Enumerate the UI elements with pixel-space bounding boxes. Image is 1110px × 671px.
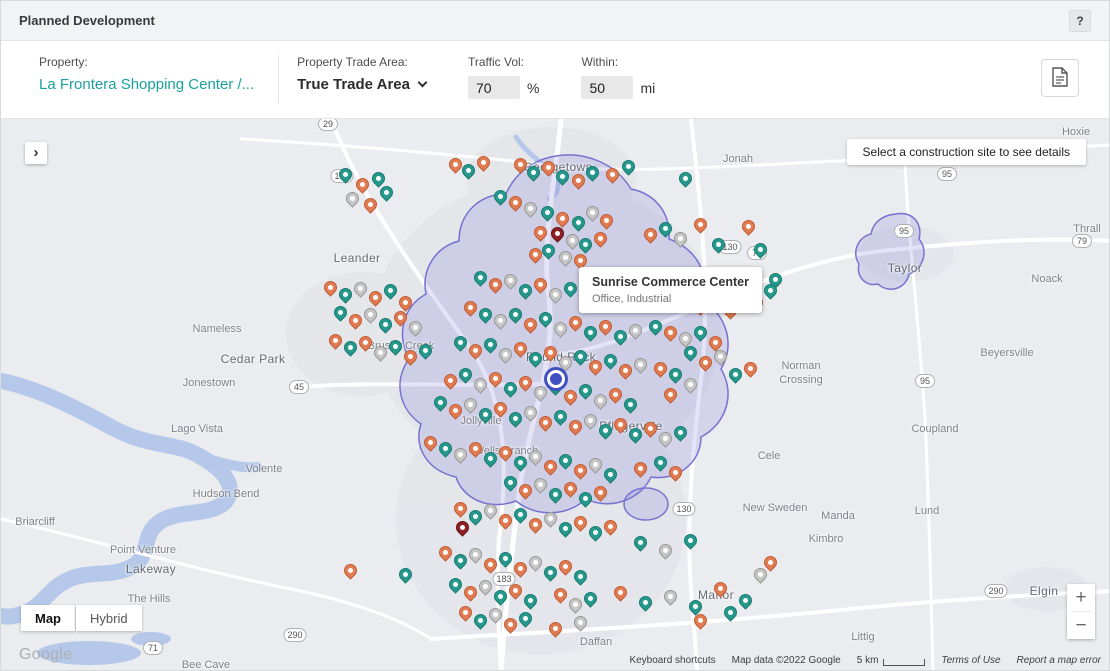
within-unit: mi [640,79,656,96]
filter-bar: Property: La Frontera Shopping Center /.… [1,41,1109,119]
map-place-label: Hudson Bend [192,488,260,500]
road-shield-icon: 79 [1072,234,1092,248]
property-link[interactable]: La Frontera Shopping Center /... [39,76,255,93]
map-type-hybrid-button[interactable]: Hybrid [76,605,142,631]
property-location-marker[interactable] [547,370,565,388]
report-map-error-link[interactable]: Report a map error [1016,655,1101,666]
road-shield-icon: 183 [492,572,516,586]
zoom-control: + − [1067,584,1095,639]
page-title: Planned Development [19,13,155,28]
map-place-label: Lago Vista [171,423,223,435]
map-place-label: Jollyville [460,415,502,427]
map-place-label: Kimbro [808,533,844,545]
trade-area-label: Property Trade Area: [297,55,408,69]
map-canvas[interactable]: Hoxie Jonah Georgetown Thrall Leander Taylor N… [1,119,1109,670]
map-place-label: Lund [914,505,940,517]
road-shield-icon: 45 [289,380,309,394]
road-shield-icon: 95 [915,374,935,388]
google-logo: Google [19,646,73,663]
traffic-vol-unit: % [526,79,540,96]
map-place-label: Norman [781,360,821,372]
map-type-control: Map Hybrid [21,605,142,631]
road-shield-icon: 29 [318,119,338,131]
map-place-label: Leander [333,251,381,265]
map-scale-text: 5 km [856,655,879,666]
keyboard-shortcuts-link[interactable]: Keyboard shortcuts [629,655,716,666]
map-scale-bar [883,659,926,666]
report-document-icon [1051,66,1069,90]
road-shield-icon: 290 [283,628,307,642]
map-data-text: Map data ©2022 Google [731,655,841,666]
trade-area-dropdown[interactable]: True Trade Area [297,76,428,93]
road-shield-icon: 71 [143,641,163,655]
map-scale: 5 km [857,655,926,666]
map-place-label: Point Venture [109,544,177,556]
tooltip-subtitle: Office, Industrial [592,293,672,305]
map-place-label: The Hills [127,593,171,605]
map-place-label: Beyersville [980,347,1034,359]
property-section: Property: La Frontera Shopping Center /.… [39,55,254,93]
map-place-label: Hoxie [1061,126,1091,138]
instruction-banner: Select a construction site to see detail… [846,139,1086,165]
map-place-label: New Sweden [742,502,808,514]
map-place-label: Cele [757,450,781,462]
road-shield-icon: 95 [937,167,957,181]
within-section: Within: mi [581,55,655,99]
map-place-label: Lakeway [125,562,177,576]
within-label: Within: [581,55,619,69]
chevron-down-icon [417,77,428,88]
terms-of-use-link[interactable]: Terms of Use [941,655,1001,666]
road-shield-icon: 95 [894,224,914,238]
map-place-label: Georgetown [523,160,593,174]
map-type-map-button[interactable]: Map [21,605,75,631]
traffic-vol-section: Traffic Vol: % [467,55,540,99]
zoom-out-button[interactable]: − [1067,612,1095,639]
map-place-label: Thrall [1073,223,1101,235]
map-place-label: Briarcliff [15,516,55,528]
map-attribution: Keyboard shortcuts Map data ©2022 Google… [629,655,1101,666]
map-place-label: Noack [1031,273,1063,285]
map-place-label: Jonah [723,153,753,165]
map-place-label: Cedar Park [220,352,286,366]
traffic-vol-input[interactable] [467,76,520,99]
tooltip-title: Sunrise Commerce Center [592,275,750,289]
within-input[interactable] [581,76,634,99]
map-place-label: Littig [851,631,875,643]
map-place-label: Daffan [579,636,613,648]
map-place-label: Crossing [779,374,823,386]
road-shield-icon: 290 [984,584,1008,598]
map-place-label: Coupland [911,423,959,435]
divider [1071,611,1091,612]
property-label: Property: [39,55,88,69]
export-report-button[interactable] [1041,59,1079,97]
map-place-label: Nameless [192,323,242,335]
road-shield-icon: 130 [672,502,696,516]
expand-panel-button[interactable]: › [25,142,47,164]
map-place-label: Elgin [1029,584,1059,598]
map-place-label: Volente [245,463,283,475]
map-place-label: Bee Cave [181,659,231,670]
map-place-label: Manda [821,510,855,522]
header: Planned Development ? [1,1,1109,41]
trade-area-section: Property Trade Area: True Trade Area [297,55,428,93]
site-tooltip: Sunrise Commerce Center Office, Industri… [579,267,763,313]
traffic-vol-label: Traffic Vol: [467,55,525,69]
map-place-label: Taylor [887,261,923,275]
map-place-label: Jonestown [182,377,236,389]
help-button[interactable]: ? [1069,9,1091,32]
divider [278,55,280,103]
trade-area-value: True Trade Area [297,76,410,93]
zoom-in-button[interactable]: + [1067,584,1095,611]
